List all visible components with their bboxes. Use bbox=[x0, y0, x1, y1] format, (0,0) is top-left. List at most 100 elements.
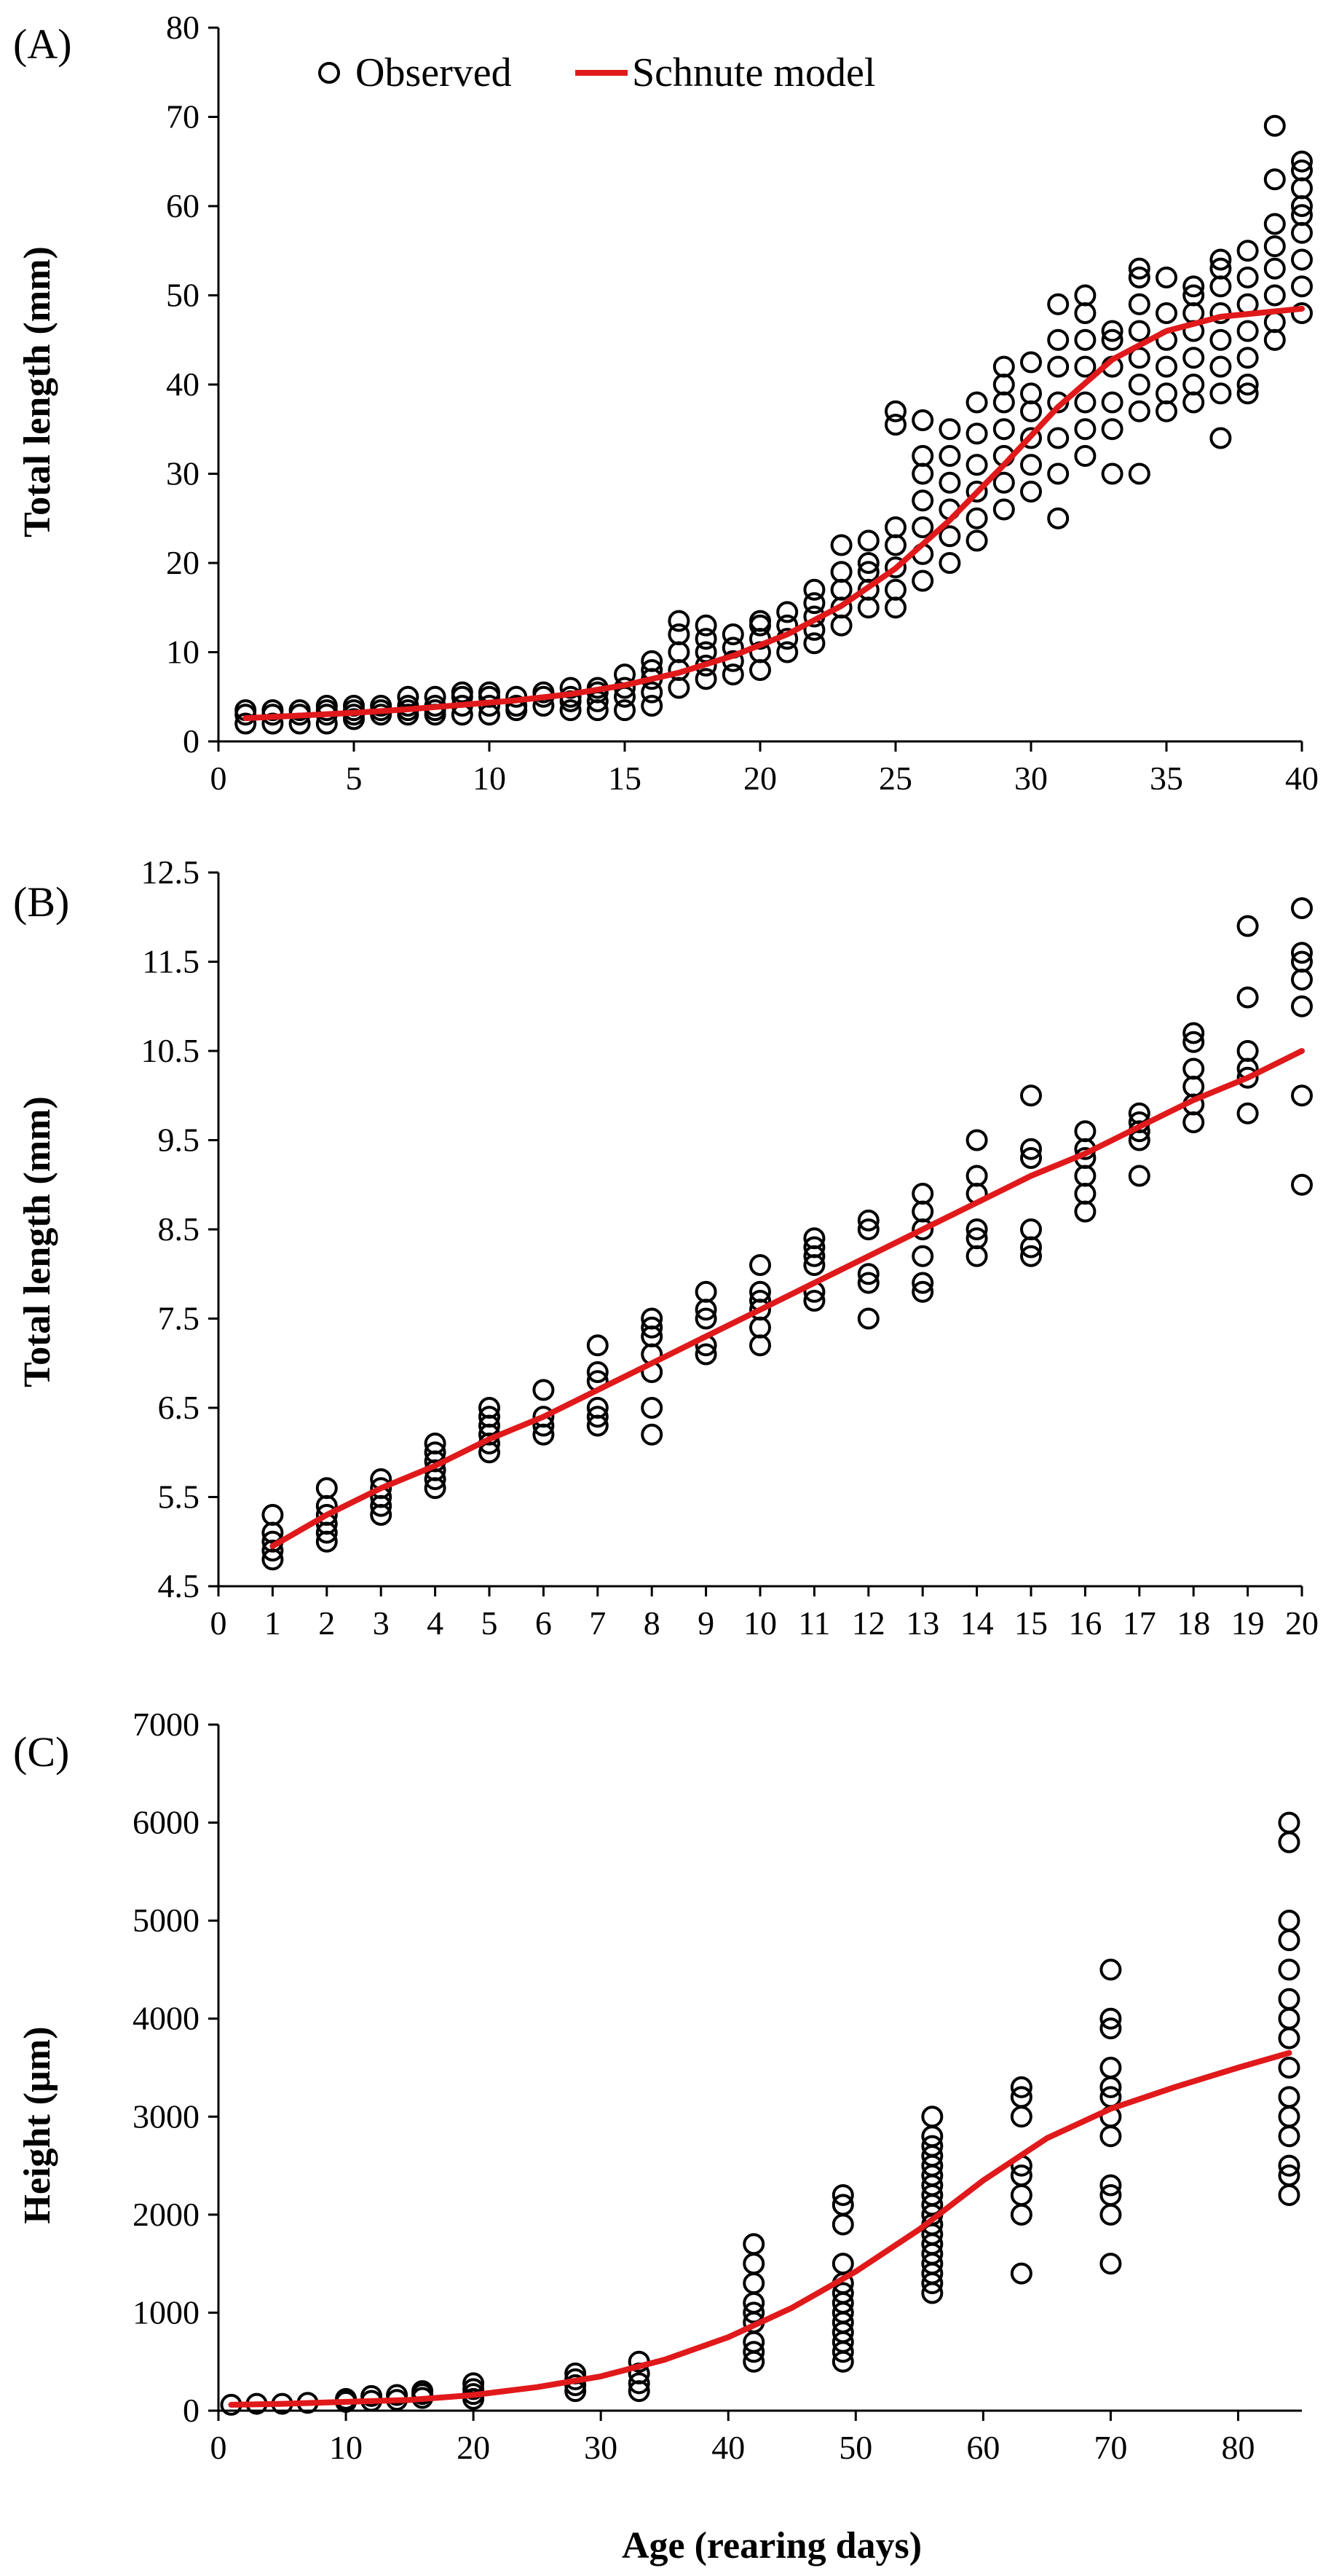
panel-b-observed-point bbox=[315, 1504, 338, 1526]
panel-a-observed-point bbox=[1291, 248, 1313, 271]
panel-c-observed-point bbox=[1099, 2017, 1122, 2040]
panel-a-observed-point bbox=[722, 623, 744, 645]
panel-c-observed-point bbox=[1010, 2076, 1032, 2098]
panel-a-observed-point bbox=[992, 471, 1015, 494]
panel-a-observed-point bbox=[1263, 257, 1286, 280]
panel-a-observed-point bbox=[857, 552, 880, 574]
panel-a-observed-point bbox=[857, 596, 880, 619]
panel-b-observed-point bbox=[1182, 1031, 1205, 1053]
panel-b-x-tick-label: 12 bbox=[852, 1604, 885, 1642]
panel-a-observed-point bbox=[749, 659, 771, 681]
panel-b-observed-point bbox=[1182, 1076, 1205, 1098]
panel-c-y-tick-label: 3000 bbox=[133, 2098, 200, 2135]
panel-b-observed-point bbox=[424, 1433, 446, 1454]
panel-a-observed-point bbox=[451, 681, 473, 704]
panel-a-observed-point bbox=[1074, 284, 1097, 307]
panel-b-observed-point bbox=[641, 1423, 663, 1446]
panel-a-observed-point bbox=[1263, 213, 1286, 235]
panel-b-observed-point bbox=[370, 1477, 392, 1500]
panel-a-observed-point bbox=[288, 699, 311, 722]
panel-a-observed-point bbox=[614, 699, 636, 722]
panel-a-observed-point bbox=[1263, 328, 1286, 351]
panel-c-observed-point bbox=[386, 2384, 408, 2406]
panel-a-observed-point bbox=[1236, 374, 1259, 395]
panel-a-observed-point bbox=[668, 610, 690, 632]
panel-a-observed-point bbox=[641, 681, 663, 704]
panel-c-observed-point bbox=[1099, 2007, 1122, 2030]
panel-b-x-tick-label: 19 bbox=[1231, 1604, 1265, 1642]
panel-c-observed-point bbox=[1278, 1831, 1300, 1854]
panel-c-observed-point bbox=[1099, 2183, 1122, 2206]
panel-a-observed-point bbox=[668, 641, 690, 663]
panel-b-x-tick-label: 10 bbox=[743, 1604, 777, 1642]
panel-c-observed-point bbox=[1099, 1958, 1122, 1981]
panel-b-x-tick-label: 13 bbox=[906, 1604, 939, 1642]
panel-c-observed-point bbox=[1099, 2253, 1122, 2275]
panel-a-observed-point bbox=[234, 712, 257, 735]
panel-c-observed-point bbox=[1099, 2057, 1122, 2079]
panel-a-y-tick-label: 70 bbox=[166, 98, 200, 135]
panel-b-x-tick-label: 4 bbox=[427, 1604, 443, 1642]
panel-b-observed-point bbox=[912, 1272, 934, 1294]
panel-c-observed-point bbox=[1278, 2183, 1300, 2206]
panel-b-observed-point bbox=[912, 1280, 934, 1303]
panel-a-observed-point bbox=[1263, 114, 1286, 137]
panel-c-observed-point bbox=[832, 2213, 854, 2236]
panel-b-observed-point bbox=[965, 1227, 988, 1250]
panel-b-x-tick-label: 2 bbox=[318, 1604, 335, 1642]
panel-b-y-tick-label: 6.5 bbox=[158, 1389, 200, 1426]
panel-a-observed-point bbox=[1156, 302, 1177, 324]
panel-b: (B) Total length (mm) 4.5 5.5 6.5 7.5 8.5 9.5… bbox=[13, 854, 1319, 1642]
panel-a-observed-point bbox=[1101, 328, 1123, 351]
panel-a-y-tick-label: 80 bbox=[166, 9, 200, 46]
panel-c-observed-point bbox=[1278, 2027, 1300, 2049]
panel-a-marks: 0 10 20 30 40 50 60 70 80 0 5 10 15 20 25 30 35 40 bbox=[166, 9, 1319, 797]
panel-c-y-tick-label: 2000 bbox=[133, 2196, 200, 2233]
panel-b-x-tick-label: 3 bbox=[373, 1604, 390, 1642]
panel-a-y-tick-label: 20 bbox=[166, 544, 200, 581]
panel-b-x-tick-label: 7 bbox=[589, 1604, 606, 1642]
panel-b-observed-point bbox=[478, 1397, 500, 1419]
panel-a-label: (A) bbox=[13, 20, 72, 68]
panel-b-x-tick-label: 20 bbox=[1285, 1604, 1319, 1642]
panel-a-observed-point bbox=[1020, 427, 1042, 449]
panel-a-observed-point bbox=[912, 445, 934, 467]
panel-b-observed-point bbox=[1291, 1173, 1313, 1196]
panel-a-observed-point bbox=[1236, 347, 1259, 369]
panel-b-x-tick-label: 5 bbox=[481, 1604, 498, 1642]
panel-a-observed-point bbox=[1128, 462, 1150, 485]
panel-c-x-tick-label: 80 bbox=[1221, 2429, 1255, 2466]
panel-b-observed-point bbox=[965, 1245, 988, 1267]
panel-a-observed-point bbox=[1291, 159, 1313, 181]
panel-a-observed-point bbox=[1182, 275, 1205, 298]
panel-b-y-tick-label: 9.5 bbox=[158, 1122, 200, 1159]
panel-c-observed-point bbox=[360, 2384, 383, 2407]
panel-a-observed-point bbox=[965, 391, 988, 414]
panel-c-observed-point bbox=[1278, 1811, 1300, 1834]
panel-b-observed-point bbox=[965, 1218, 988, 1240]
panel-b-observed-point bbox=[1020, 1245, 1042, 1267]
panel-b-observed-point bbox=[586, 1361, 609, 1383]
panel-a-x-tick-label: 30 bbox=[1014, 760, 1048, 797]
panel-c-observed-point bbox=[921, 2135, 944, 2157]
panel-b-observed-point bbox=[315, 1477, 338, 1500]
panel-a-observed-point bbox=[830, 578, 853, 601]
panel-c-model-line bbox=[228, 2049, 1292, 2408]
panel-a-x-tick-label: 25 bbox=[879, 760, 912, 797]
panel-c-x-tick-label: 10 bbox=[329, 2429, 363, 2466]
panel-b-observed-point bbox=[641, 1316, 663, 1339]
panel-a-observed-point bbox=[1291, 204, 1313, 227]
panel-c-observed-point bbox=[832, 2183, 854, 2206]
panel-a-observed-point bbox=[1209, 257, 1232, 280]
panel-a-observed-point bbox=[668, 623, 690, 645]
panel-b-x-tick-label: 9 bbox=[698, 1604, 714, 1642]
panel-c-observed-point bbox=[743, 2253, 765, 2275]
panel-b-observed-point bbox=[1074, 1200, 1097, 1223]
panel-a-observed-point bbox=[397, 685, 419, 708]
panel-a-observed-point bbox=[992, 374, 1015, 395]
legend: Observed Schnute model bbox=[318, 50, 875, 95]
panel-b-observed-point bbox=[749, 1316, 771, 1339]
panel-a-observed-point bbox=[965, 422, 988, 445]
panel-b-observed-point bbox=[749, 1280, 771, 1303]
panel-a-observed-point bbox=[939, 552, 961, 574]
